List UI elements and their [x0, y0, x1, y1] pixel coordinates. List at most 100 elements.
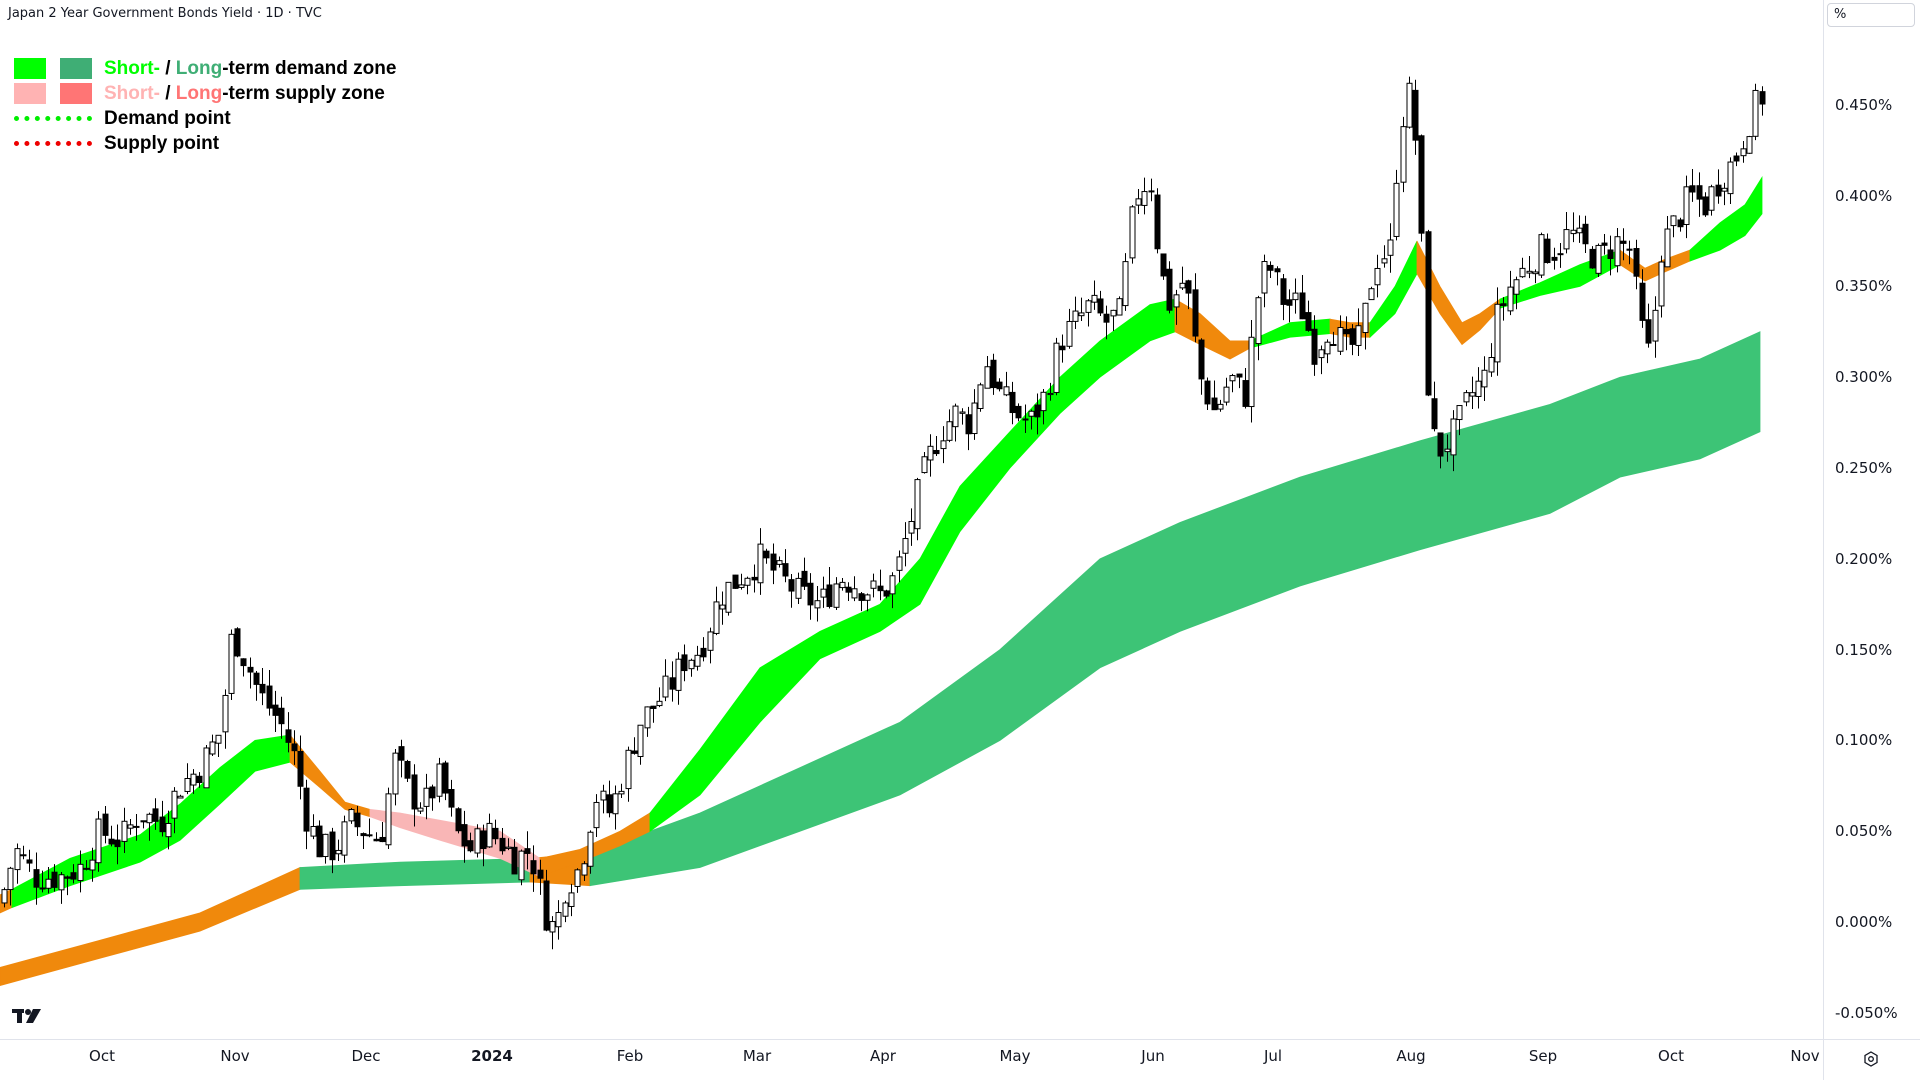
candle-down — [1645, 319, 1652, 344]
candle-up — [1513, 279, 1520, 295]
short-supply-swatch — [14, 83, 46, 104]
candle-down — [1601, 242, 1608, 246]
candle-down — [1633, 248, 1640, 277]
price-tick-label: 0.200% — [1835, 549, 1893, 568]
time-tick-label: Nov — [220, 1047, 250, 1065]
legend: Short- / Long-term demand zone Short- / … — [14, 56, 396, 156]
candle-up — [1179, 282, 1186, 289]
candle-up — [946, 421, 953, 441]
candle-up — [486, 822, 493, 848]
candle-down — [272, 704, 279, 716]
candle-up — [940, 440, 947, 450]
candle-down — [1166, 268, 1173, 311]
candle-up — [1576, 227, 1583, 234]
candle-down — [379, 836, 386, 843]
candle-up — [1614, 236, 1621, 267]
candle-down — [669, 677, 676, 690]
supply-point-label: Supply point — [104, 132, 220, 154]
candle-up — [58, 874, 65, 891]
time-tick-label: Feb — [616, 1047, 644, 1065]
settings-gear-icon[interactable] — [1862, 1050, 1880, 1073]
candle-up — [1469, 392, 1476, 397]
candle-up — [839, 581, 846, 589]
candle-up — [1670, 215, 1677, 227]
time-tick-label: Apr — [870, 1047, 896, 1065]
legend-demand-zone: Short- / Long-term demand zone — [14, 56, 396, 81]
candle-up — [1028, 410, 1035, 417]
candle-up — [864, 594, 871, 601]
candle-up — [95, 818, 102, 864]
candle-down — [1148, 190, 1155, 193]
candle-down — [240, 658, 247, 667]
candle-up — [1022, 418, 1029, 421]
time-tick-label: Aug — [1396, 1047, 1426, 1065]
candle-down — [1626, 248, 1633, 251]
price-tick-label: 0.050% — [1835, 822, 1893, 841]
candle-up — [625, 749, 632, 790]
demand-point-label: Demand point — [104, 107, 231, 129]
candle-down — [732, 574, 739, 589]
candle-down — [990, 359, 997, 389]
candle-down — [1311, 328, 1318, 365]
candle-down — [996, 381, 1003, 390]
candle-up — [1261, 261, 1268, 294]
candle-up — [1047, 392, 1054, 396]
candle-down — [1034, 404, 1041, 418]
candle-down — [253, 672, 260, 685]
separator: / — [159, 57, 176, 79]
candle-up — [77, 863, 84, 882]
candle-up — [1255, 297, 1262, 345]
candle-down — [650, 705, 657, 709]
candle-up — [1475, 380, 1482, 397]
zone-label: -term supply zone — [222, 82, 385, 104]
candle-down — [1589, 248, 1596, 269]
candle-down — [845, 586, 852, 593]
candle-down — [537, 869, 544, 879]
time-tick-label: Mar — [742, 1047, 772, 1065]
candle-down — [788, 579, 795, 592]
candle-up — [694, 654, 701, 667]
price-tick-label: 0.350% — [1835, 277, 1893, 296]
candle-up — [1229, 375, 1236, 382]
candle-up — [474, 828, 481, 854]
tradingview-logo-icon[interactable] — [12, 1008, 42, 1029]
candle-up — [1223, 386, 1230, 403]
candle-up — [1173, 294, 1180, 308]
candle-down — [1418, 135, 1425, 234]
candle-up — [1072, 310, 1079, 322]
price-unit-selector[interactable]: % — [1827, 3, 1915, 27]
candle-up — [335, 849, 342, 855]
candle-down — [133, 825, 140, 828]
candle-up — [1066, 320, 1073, 347]
candle-down — [429, 786, 436, 799]
candle-up — [1129, 206, 1136, 259]
candle-up — [1507, 286, 1514, 312]
legend-demand-point: Demand point — [14, 106, 396, 131]
candle-up — [1721, 187, 1728, 192]
candle-down — [524, 848, 531, 854]
candle-up — [209, 741, 216, 755]
candle-up — [1374, 267, 1381, 286]
candle-down — [247, 666, 254, 673]
candle-up — [89, 859, 96, 871]
candle-down — [1280, 278, 1287, 305]
demand-point-line-icon — [14, 116, 92, 121]
candle-down — [511, 846, 518, 875]
candle-down — [1103, 313, 1110, 323]
candle-up — [1362, 302, 1369, 334]
candle-up — [1752, 89, 1759, 137]
short-term-demand-zone — [1689, 176, 1763, 262]
candle-down — [102, 813, 109, 836]
candle-up — [1658, 261, 1665, 307]
candle-up — [1248, 336, 1255, 408]
candle-up — [618, 790, 625, 795]
candle-down — [1607, 249, 1614, 259]
long-supply-swatch — [60, 83, 92, 104]
candle-up — [1444, 448, 1451, 453]
candle-up — [385, 793, 392, 846]
candle-up — [549, 921, 556, 933]
candle-up — [1368, 288, 1375, 301]
candle-up — [184, 778, 191, 792]
time-tick-label: Jun — [1141, 1047, 1165, 1065]
